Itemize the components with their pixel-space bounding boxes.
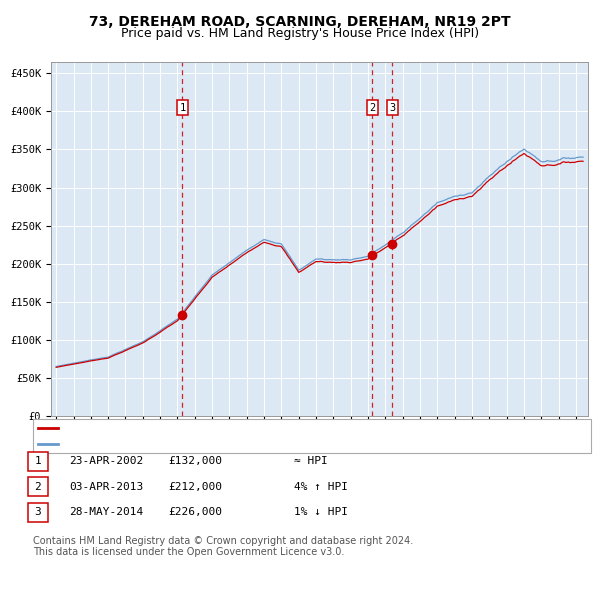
Text: 3: 3 — [34, 507, 41, 517]
Text: 73, DEREHAM ROAD, SCARNING, DEREHAM, NR19 2PT (detached house): 73, DEREHAM ROAD, SCARNING, DEREHAM, NR1… — [62, 424, 449, 434]
Text: 1: 1 — [179, 103, 185, 113]
Text: 2: 2 — [34, 482, 41, 491]
Text: 4% ↑ HPI: 4% ↑ HPI — [294, 482, 348, 491]
Text: 03-APR-2013: 03-APR-2013 — [69, 482, 143, 491]
Text: Contains HM Land Registry data © Crown copyright and database right 2024.
This d: Contains HM Land Registry data © Crown c… — [33, 536, 413, 558]
Text: £226,000: £226,000 — [168, 507, 222, 517]
Text: £132,000: £132,000 — [168, 457, 222, 466]
Text: Price paid vs. HM Land Registry's House Price Index (HPI): Price paid vs. HM Land Registry's House … — [121, 27, 479, 40]
Text: 28-MAY-2014: 28-MAY-2014 — [69, 507, 143, 517]
Text: ≈ HPI: ≈ HPI — [294, 457, 328, 466]
Text: 73, DEREHAM ROAD, SCARNING, DEREHAM, NR19 2PT: 73, DEREHAM ROAD, SCARNING, DEREHAM, NR1… — [89, 15, 511, 29]
Text: 2: 2 — [369, 103, 376, 113]
Text: 1: 1 — [34, 457, 41, 466]
Text: HPI: Average price, detached house, Breckland: HPI: Average price, detached house, Brec… — [62, 439, 343, 449]
Text: £212,000: £212,000 — [168, 482, 222, 491]
Text: 23-APR-2002: 23-APR-2002 — [69, 457, 143, 466]
Text: 1% ↓ HPI: 1% ↓ HPI — [294, 507, 348, 517]
Text: 3: 3 — [389, 103, 395, 113]
